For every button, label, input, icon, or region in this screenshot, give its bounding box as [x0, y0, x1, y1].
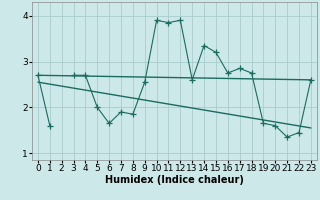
X-axis label: Humidex (Indice chaleur): Humidex (Indice chaleur) [105, 175, 244, 185]
